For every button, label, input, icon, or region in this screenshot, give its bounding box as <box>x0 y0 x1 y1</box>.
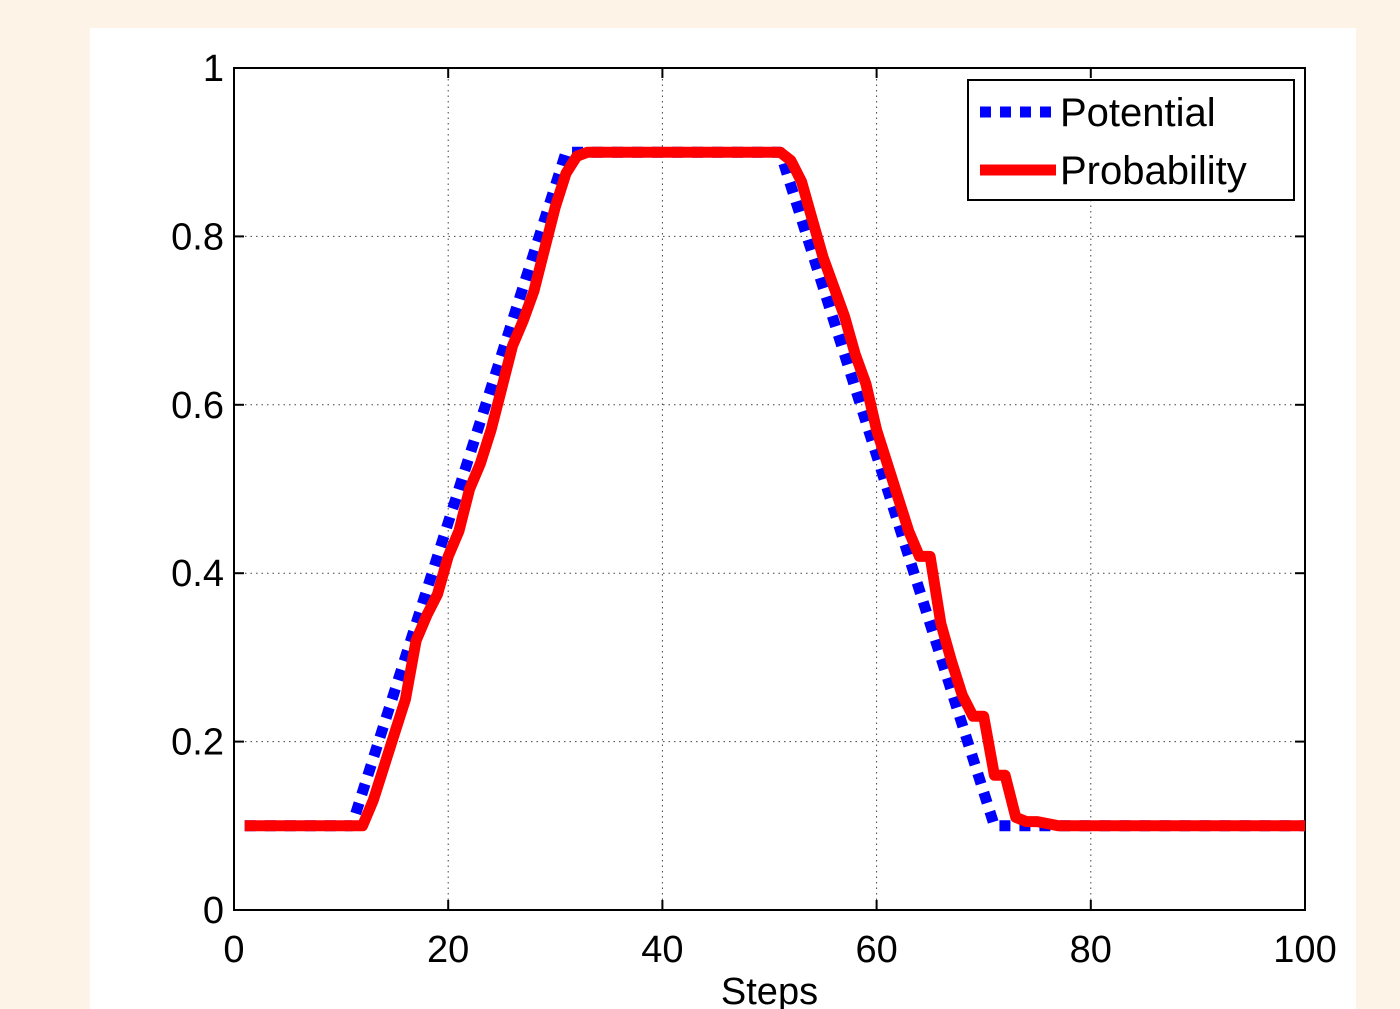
axis-ticks: 0 20 40 60 80 100 0 0.2 0.4 0.6 0.8 1 <box>171 48 1337 971</box>
legend-label-probability: Probability <box>1060 149 1247 193</box>
x-axis-label: Steps <box>721 971 818 1009</box>
grid <box>234 68 1305 910</box>
legend-label-potential: Potential <box>1060 91 1216 135</box>
y-tick-label: 0.4 <box>171 553 224 595</box>
y-tick-label: 0 <box>203 890 224 932</box>
series-line-potential <box>244 146 1305 832</box>
x-tick-label: 40 <box>641 929 683 971</box>
series-line-probability <box>244 146 1305 832</box>
plot-area-frame <box>233 67 1306 911</box>
series-lines <box>244 146 1305 832</box>
x-tick-label: 60 <box>855 929 897 971</box>
y-tick-label: 1 <box>203 48 224 90</box>
x-tick-label: 0 <box>223 929 244 971</box>
y-tick-label: 0.6 <box>171 385 224 427</box>
legend: Potential Probability <box>967 79 1295 201</box>
legend-box <box>967 79 1295 201</box>
x-tick-label: 80 <box>1070 929 1112 971</box>
x-tick-label: 20 <box>427 929 469 971</box>
x-tick-label: 100 <box>1273 929 1336 971</box>
y-tick-label: 0.8 <box>171 216 224 258</box>
y-tick-label: 0.2 <box>171 722 224 764</box>
